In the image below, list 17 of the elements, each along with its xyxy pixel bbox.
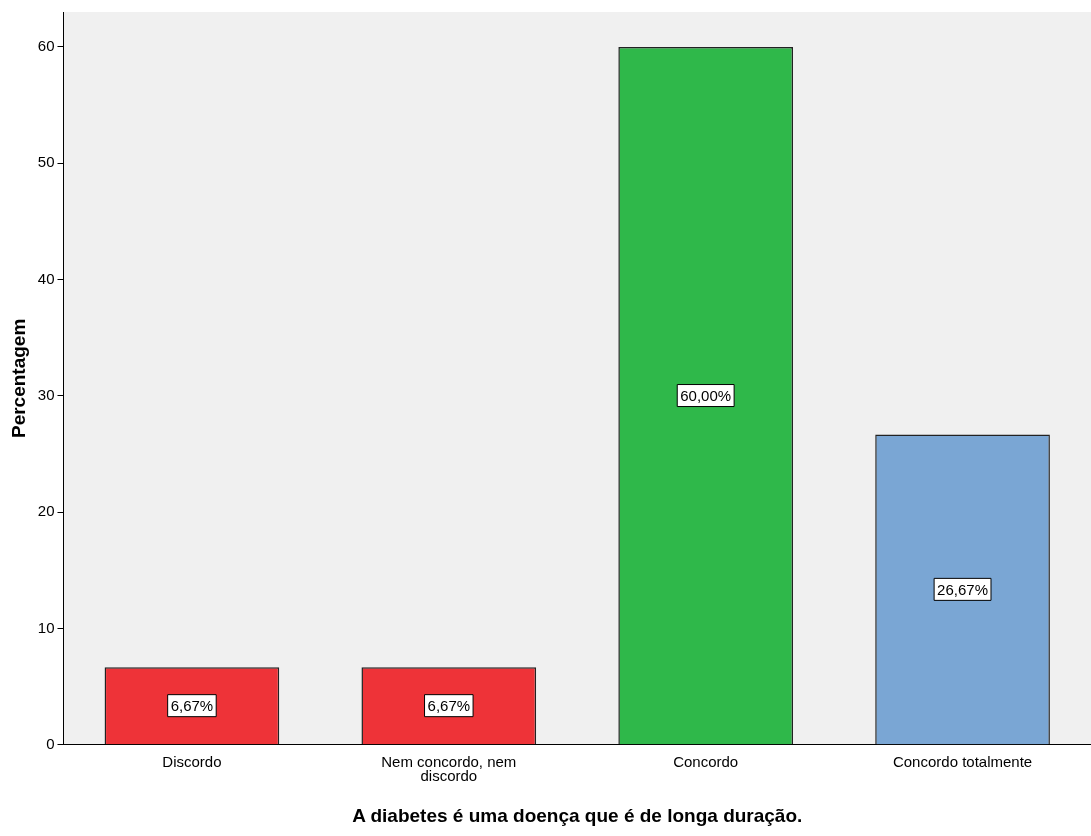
x-tick-label: Concordo bbox=[673, 752, 739, 770]
x-tick-label: Nem concordo, nem discordo bbox=[381, 752, 517, 785]
y-tick-label: 30 bbox=[37, 385, 55, 403]
data-label: 6,67% bbox=[170, 696, 214, 714]
x-tick-label: Discordo bbox=[162, 752, 222, 770]
y-tick-label: 40 bbox=[37, 269, 55, 287]
data-label: 26,67% bbox=[937, 580, 988, 598]
y-tick-label: 0 bbox=[46, 734, 55, 752]
x-axis-title: A diabetes é uma doença que é de longa duração. bbox=[352, 804, 803, 826]
data-label: 6,67% bbox=[427, 696, 471, 714]
data-label: 60,00% bbox=[680, 386, 732, 404]
x-tick-label: Concordo totalmente bbox=[892, 752, 1033, 770]
y-tick-label: 60 bbox=[37, 37, 55, 55]
y-tick-label: 50 bbox=[37, 153, 55, 171]
y-axis-title: Percentagem bbox=[7, 318, 29, 439]
y-tick-label: 20 bbox=[37, 502, 55, 520]
y-tick-label: 10 bbox=[37, 618, 55, 636]
